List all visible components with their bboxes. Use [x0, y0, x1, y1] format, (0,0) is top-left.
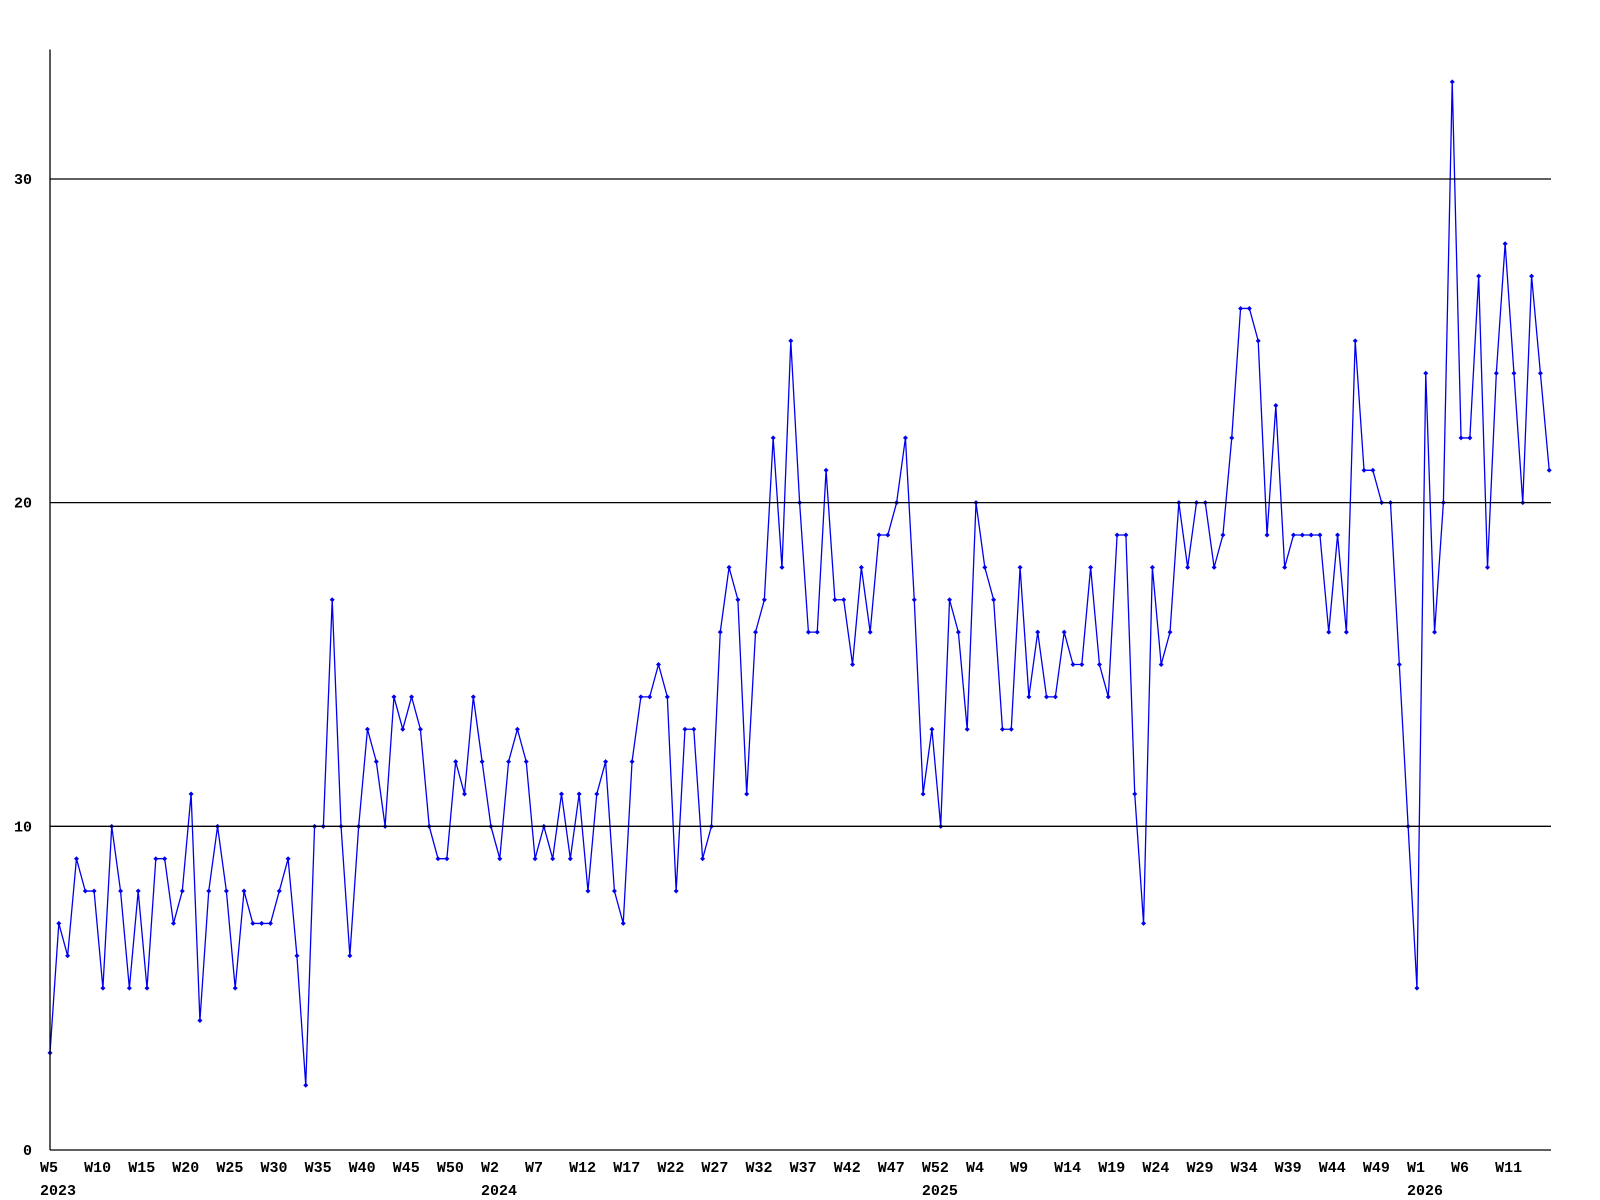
svg-text:2025: 2025	[922, 1183, 958, 1200]
svg-text:W52: W52	[922, 1160, 949, 1177]
svg-text:W2: W2	[481, 1160, 499, 1177]
svg-text:W10: W10	[84, 1160, 111, 1177]
svg-text:W20: W20	[172, 1160, 199, 1177]
svg-text:W14: W14	[1054, 1160, 1081, 1177]
svg-text:W34: W34	[1231, 1160, 1258, 1177]
svg-text:W12: W12	[569, 1160, 596, 1177]
svg-text:W45: W45	[393, 1160, 420, 1177]
svg-text:W24: W24	[1142, 1160, 1169, 1177]
svg-text:W7: W7	[525, 1160, 543, 1177]
svg-text:W22: W22	[657, 1160, 684, 1177]
svg-text:W5: W5	[40, 1160, 58, 1177]
svg-text:0: 0	[23, 1143, 32, 1160]
svg-text:10: 10	[14, 819, 32, 836]
svg-text:W1: W1	[1407, 1160, 1425, 1177]
svg-text:W39: W39	[1275, 1160, 1302, 1177]
svg-text:W29: W29	[1186, 1160, 1213, 1177]
svg-text:W47: W47	[878, 1160, 905, 1177]
svg-text:W11: W11	[1495, 1160, 1522, 1177]
svg-text:W42: W42	[834, 1160, 861, 1177]
svg-text:W6: W6	[1451, 1160, 1469, 1177]
svg-text:W25: W25	[216, 1160, 243, 1177]
svg-text:W9: W9	[1010, 1160, 1028, 1177]
svg-text:2024: 2024	[481, 1183, 517, 1200]
svg-text:2026: 2026	[1407, 1183, 1443, 1200]
svg-text:W37: W37	[790, 1160, 817, 1177]
svg-text:30: 30	[14, 172, 32, 189]
svg-text:W27: W27	[701, 1160, 728, 1177]
svg-text:W19: W19	[1098, 1160, 1125, 1177]
svg-text:W40: W40	[349, 1160, 376, 1177]
svg-text:W17: W17	[613, 1160, 640, 1177]
svg-text:20: 20	[14, 496, 32, 513]
svg-text:W32: W32	[746, 1160, 773, 1177]
svg-text:W49: W49	[1363, 1160, 1390, 1177]
svg-text:2023: 2023	[40, 1183, 76, 1200]
svg-text:W15: W15	[128, 1160, 155, 1177]
svg-text:W4: W4	[966, 1160, 984, 1177]
svg-text:W44: W44	[1319, 1160, 1346, 1177]
svg-text:W35: W35	[305, 1160, 332, 1177]
svg-text:W50: W50	[437, 1160, 464, 1177]
svg-text:W30: W30	[260, 1160, 287, 1177]
